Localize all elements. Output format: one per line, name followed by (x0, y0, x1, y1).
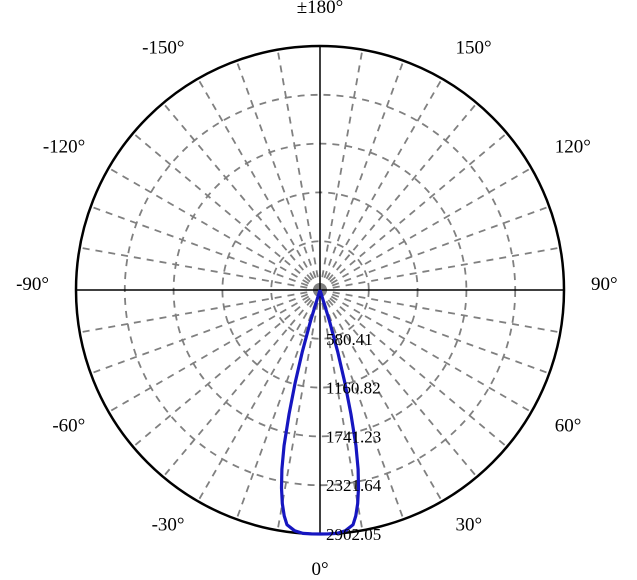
angle-label: -60° (52, 416, 85, 437)
angle-label: -90° (16, 274, 49, 295)
radial-label: 2902.05 (326, 525, 381, 544)
angle-label: 30° (456, 515, 483, 536)
angle-label: 90° (591, 274, 618, 295)
radial-label: 2321.64 (326, 476, 382, 495)
angle-label: 60° (555, 416, 582, 437)
angle-label: -30° (152, 515, 185, 536)
angle-label: 0° (311, 559, 328, 580)
radial-label: 1160.82 (326, 379, 381, 398)
radial-label: 1741.23 (326, 427, 381, 446)
angle-label: -150° (142, 37, 184, 58)
polar-chart: 0° 30° 60° 90° 120° 150° ±180° -150° -120° -90° -6… (0, 0, 637, 580)
angle-label: -120° (43, 137, 85, 158)
angle-label: 120° (555, 137, 591, 158)
angle-label: ±180° (297, 0, 344, 18)
radial-label: 580.41 (326, 330, 373, 349)
angle-label: 150° (456, 37, 492, 58)
